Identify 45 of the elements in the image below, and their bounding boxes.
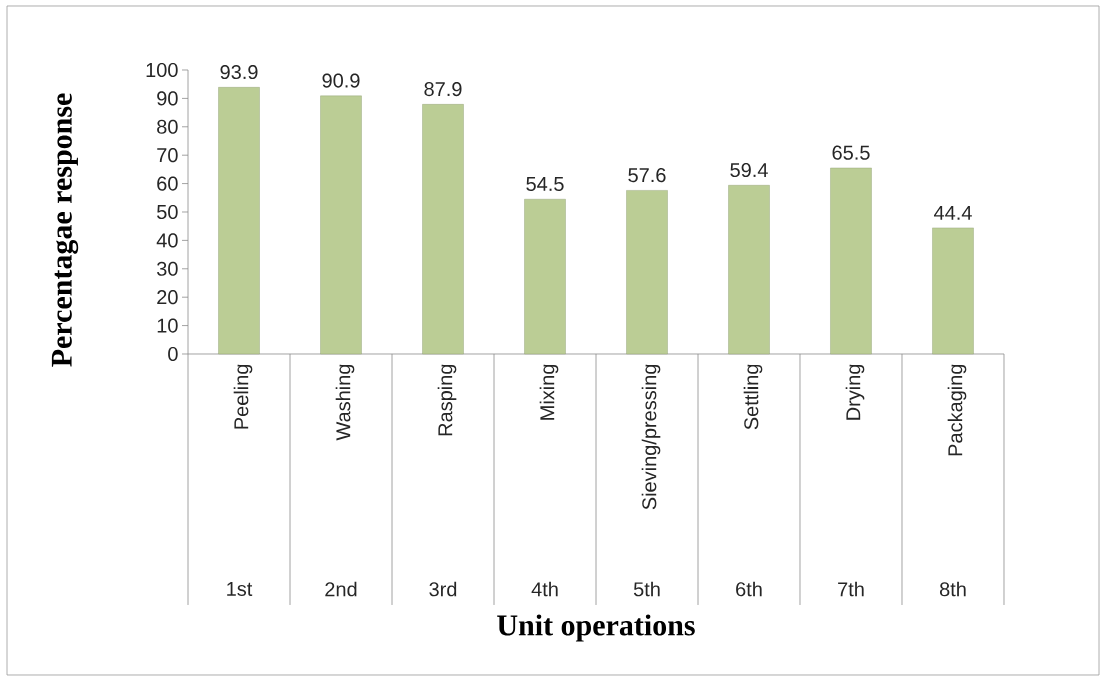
- y-axis-title: Percentagae response: [51, 93, 79, 367]
- text: 6th: [736, 581, 762, 597]
- bar: [728, 185, 770, 355]
- text: 2nd: [325, 581, 357, 597]
- x-tick-label: Rasping: [437, 364, 457, 436]
- x-tick-label: Mixing: [539, 364, 559, 420]
- bar: [320, 95, 362, 355]
- y-tick-label: 80: [157, 119, 178, 134]
- bar: [524, 199, 566, 355]
- y-tick-label: 0: [168, 346, 178, 362]
- bar: [218, 87, 260, 355]
- bar: [932, 227, 974, 355]
- x-axis-title: Unit operations: [497, 614, 695, 642]
- y-tick-label: 90: [157, 91, 178, 106]
- text: 3rd: [429, 581, 457, 597]
- bar: [626, 190, 668, 355]
- x-tick-label: Settling: [743, 364, 763, 430]
- y-tick-label: 40: [156, 233, 178, 248]
- data-label: 44.4: [933, 205, 972, 220]
- y-tick-label: 10: [157, 318, 178, 333]
- y-tick-label: 60: [157, 176, 178, 191]
- y-tick-label: 20: [157, 290, 178, 305]
- y-tick-label: 30: [157, 261, 178, 276]
- y-tick-label: 100: [146, 62, 178, 78]
- bar: [422, 104, 464, 355]
- bar: [830, 167, 872, 355]
- data-label: 90.9: [322, 73, 360, 88]
- y-tick-label: 70: [157, 148, 178, 163]
- data-label: 87.9: [424, 82, 462, 97]
- data-label: 65.5: [832, 145, 870, 160]
- text: 7th: [838, 581, 864, 597]
- x-tick-label: Washing: [335, 364, 355, 441]
- x-tick-label: Peeling: [233, 364, 253, 429]
- text: 4th: [531, 581, 558, 597]
- data-label: 93.9: [220, 64, 258, 80]
- y-tick-label: 50: [157, 204, 178, 220]
- text: 5th: [633, 581, 660, 597]
- data-label: 59.4: [730, 162, 768, 178]
- x-tick-label: Drying: [845, 364, 865, 420]
- data-label: 57.6: [628, 168, 666, 183]
- text: 8th: [939, 581, 966, 597]
- x-tick-label: Packaging: [947, 364, 967, 456]
- x-tick-label: Sieving/pressing: [641, 364, 661, 510]
- text: 1st: [227, 582, 253, 596]
- data-label: 54.5: [526, 177, 564, 191]
